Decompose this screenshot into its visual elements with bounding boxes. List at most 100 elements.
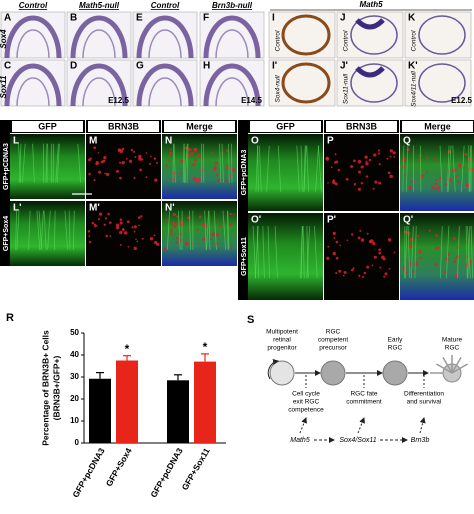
nucleus	[185, 242, 189, 246]
nucleus	[366, 266, 369, 269]
nucleus	[190, 152, 193, 155]
nucleus	[181, 160, 184, 163]
panel-letter: R	[6, 312, 14, 324]
nucleus	[88, 235, 90, 237]
column-header: Brn3b-null	[212, 1, 253, 10]
nucleus	[437, 190, 439, 192]
nucleus	[105, 217, 107, 219]
stage-label: E12.5	[451, 96, 472, 105]
nucleus	[378, 152, 380, 154]
nucleus	[124, 231, 127, 234]
nucleus	[119, 231, 122, 234]
nucleus	[365, 162, 368, 165]
nucleus	[138, 157, 141, 160]
nucleus	[361, 182, 363, 184]
panel-letter: L	[13, 136, 19, 147]
bar	[89, 379, 111, 443]
process-label: Differentiation	[404, 391, 444, 398]
panel-letter: S	[247, 314, 254, 326]
nucleus	[390, 149, 393, 152]
bar	[167, 380, 189, 443]
y-tick-label: 30	[70, 372, 79, 381]
fluorescence-image	[400, 213, 474, 300]
stage-label: Multipotent	[266, 329, 298, 336]
nucleus	[103, 156, 106, 159]
stage-label: progenitor	[267, 345, 297, 352]
stage-label: Mature	[442, 337, 463, 344]
nucleus	[107, 213, 110, 216]
column-header: Control	[151, 1, 180, 10]
nucleus	[339, 270, 342, 273]
nucleus	[339, 245, 341, 247]
nucleus	[128, 246, 130, 248]
significance-mark: *	[203, 340, 208, 354]
channel-header: GFP	[276, 121, 295, 131]
panel-letter: I'	[272, 61, 277, 72]
nucleus	[394, 252, 396, 254]
nucleus	[149, 163, 151, 165]
nucleus	[131, 149, 133, 151]
nucleus	[225, 180, 227, 182]
bar	[194, 362, 216, 443]
nucleus	[154, 241, 157, 244]
nucleus	[374, 256, 377, 259]
nucleus	[458, 164, 461, 167]
channel-header: BRN3B	[108, 121, 140, 131]
nucleus	[408, 187, 411, 190]
nucleus	[435, 234, 438, 237]
stage-label: competent	[318, 337, 349, 344]
nucleus	[226, 150, 228, 152]
nucleus	[435, 179, 437, 181]
nucleus	[195, 180, 198, 183]
nucleus	[365, 161, 367, 163]
genotype-label: Sox11-null	[343, 73, 350, 104]
nucleus	[369, 159, 371, 161]
nucleus	[353, 159, 356, 162]
genotype-label: Control	[275, 30, 282, 52]
nucleus	[175, 241, 178, 244]
x-tick-label: GFP+Sox4	[104, 446, 134, 488]
nucleus	[335, 153, 337, 155]
nucleus	[172, 222, 175, 225]
nucleus	[164, 248, 167, 251]
stage-label: RGC	[326, 329, 341, 336]
stage-label: E14.5	[241, 96, 262, 105]
nucleus	[154, 157, 156, 159]
nucleus	[198, 178, 201, 181]
fiber	[184, 144, 185, 183]
nucleus	[383, 276, 385, 278]
nucleus	[213, 166, 217, 170]
nucleus	[154, 178, 157, 181]
channel-header: BRN3B	[346, 121, 378, 131]
stage-label: precursor	[319, 345, 347, 352]
panel-letter: I	[272, 13, 275, 24]
nucleus	[194, 159, 197, 162]
nucleus	[133, 151, 135, 153]
nucleus	[106, 173, 109, 176]
nucleus	[358, 160, 362, 164]
y-tick-label: 0	[75, 438, 80, 447]
nucleus	[136, 240, 138, 242]
nucleus	[367, 233, 369, 235]
nucleus	[351, 233, 353, 235]
regulation-arrow	[420, 418, 424, 433]
nucleus	[154, 234, 156, 236]
fluorescence-image	[248, 213, 323, 300]
nucleus	[167, 159, 170, 162]
panel-letter: M	[89, 136, 97, 147]
gene-label: Math5	[290, 437, 310, 444]
nucleus	[350, 165, 353, 168]
row-label: Sox4	[0, 29, 8, 49]
nucleus	[455, 258, 457, 260]
y-tick-label: 20	[70, 394, 79, 403]
nucleus	[436, 160, 438, 162]
nucleus	[176, 237, 178, 239]
regulation-arrow	[300, 418, 306, 433]
nucleus	[88, 158, 91, 161]
nucleus	[429, 230, 431, 232]
nucleus	[361, 165, 364, 168]
fluorescence-image	[324, 213, 399, 300]
nucleus	[444, 271, 446, 273]
process-label: Cell cycle	[292, 391, 320, 398]
